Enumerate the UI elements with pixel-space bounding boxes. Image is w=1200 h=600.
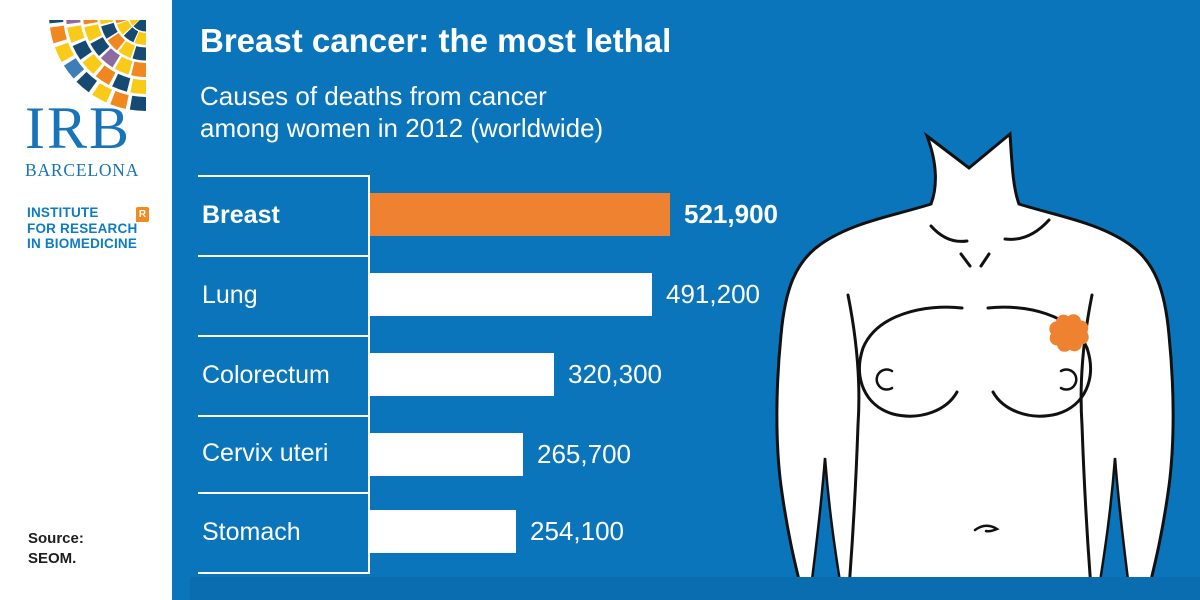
mosaic-tile [95,65,116,85]
value-label: 320,300 [568,359,662,389]
navel [973,524,1000,533]
institute-line: INSTITUTE [27,205,99,220]
mosaic-tile [100,48,121,68]
irb-mosaic-logo-icon [49,20,147,111]
breast-right [986,305,1092,418]
mosaic-tile [67,25,85,43]
mosaic-tile [54,42,74,63]
category-label: Breast [202,201,280,229]
row-separator-line [198,255,370,257]
body-side-left [846,293,861,577]
page-subtitle: Causes of deaths from cancer among women… [200,80,603,144]
mosaic-tile [131,61,147,77]
mosaic-tile [90,36,110,56]
bar [370,510,516,553]
mosaic-tile [129,20,140,26]
arm-gap-left [811,457,841,577]
category-label: Lung [202,281,258,309]
subtitle-line: Causes of deaths from cancer [200,81,547,111]
mosaic-tile [101,22,118,39]
mosaic-tile [115,20,128,24]
institute-name: INSTITUTE FOR RESEARCH IN BIOMEDICINE [27,205,157,252]
mosaic-tile [84,24,102,42]
bar [370,353,554,396]
row-separator-line [198,572,370,574]
mosaic-tile [118,40,136,58]
mosaic-tile [133,20,147,32]
mosaic-tile [129,95,147,111]
mosaic-tile [66,20,81,25]
label-box-vertical-line [368,175,370,574]
nipple-right [1059,368,1078,391]
tumor-icon [1049,314,1089,352]
bar [370,193,670,236]
row-separator-line [198,415,370,417]
mosaic-tile [134,31,147,45]
value-label: 521,900 [684,199,778,229]
breast-left [858,305,964,418]
page-title: Breast cancer: the most lethal [200,22,672,59]
bar [370,273,652,316]
female-torso-illustration [775,130,1175,577]
arm-gap-right [1099,457,1129,577]
source-note: Source: SEOM. [28,529,84,569]
registered-mark-icon: R [136,207,149,222]
torso-outline [775,130,1175,577]
category-label: Stomach [202,518,301,546]
mosaic-tile [116,20,132,35]
footer-band [190,577,1200,600]
source-label: Source: [28,530,84,547]
category-label: Colorectum [202,361,330,389]
logo-acronym: IRB [25,95,132,161]
value-label: 254,100 [530,516,624,546]
mosaic-tile [72,40,92,60]
mosaic-tile [82,53,103,75]
mosaic-tile [83,20,98,25]
category-label: Cervix uteri [202,439,329,467]
nipple-left [875,368,894,391]
sternum-tick [979,252,991,268]
institute-line: IN BIOMEDICINE [27,236,138,251]
source-name: SEOM. [28,550,77,567]
mosaic-tile [49,25,67,44]
mosaic-tile [130,78,147,95]
bar [370,433,523,476]
mosaic-tile [107,32,126,51]
tumor-lobe [1073,320,1089,336]
value-label: 491,200 [666,279,760,309]
row-separator-line [198,492,370,494]
mosaic-tile [76,71,98,93]
mosaic-tile [92,82,113,103]
mosaic-tile [114,56,133,75]
mosaic-tile [112,73,131,92]
sternum-tick [959,252,972,268]
subtitle-line: among women in 2012 (worldwide) [200,113,604,143]
mosaic-tile [123,27,139,43]
logo-city: BARCELONA [25,160,140,180]
mosaic-tile [110,91,129,109]
collarbone-right [1003,218,1051,241]
mosaic-tile [99,20,114,25]
row-separator-line [198,175,370,177]
mosaic-tile [132,46,147,61]
value-label: 265,700 [537,439,631,469]
sidebar: IRB BARCELONA INSTITUTE FOR RESEARCH IN … [0,0,172,600]
collarbone-left [929,224,969,243]
institute-line: FOR RESEARCH [27,220,138,236]
row-separator-line [198,335,370,337]
mosaic-tile [63,58,85,79]
